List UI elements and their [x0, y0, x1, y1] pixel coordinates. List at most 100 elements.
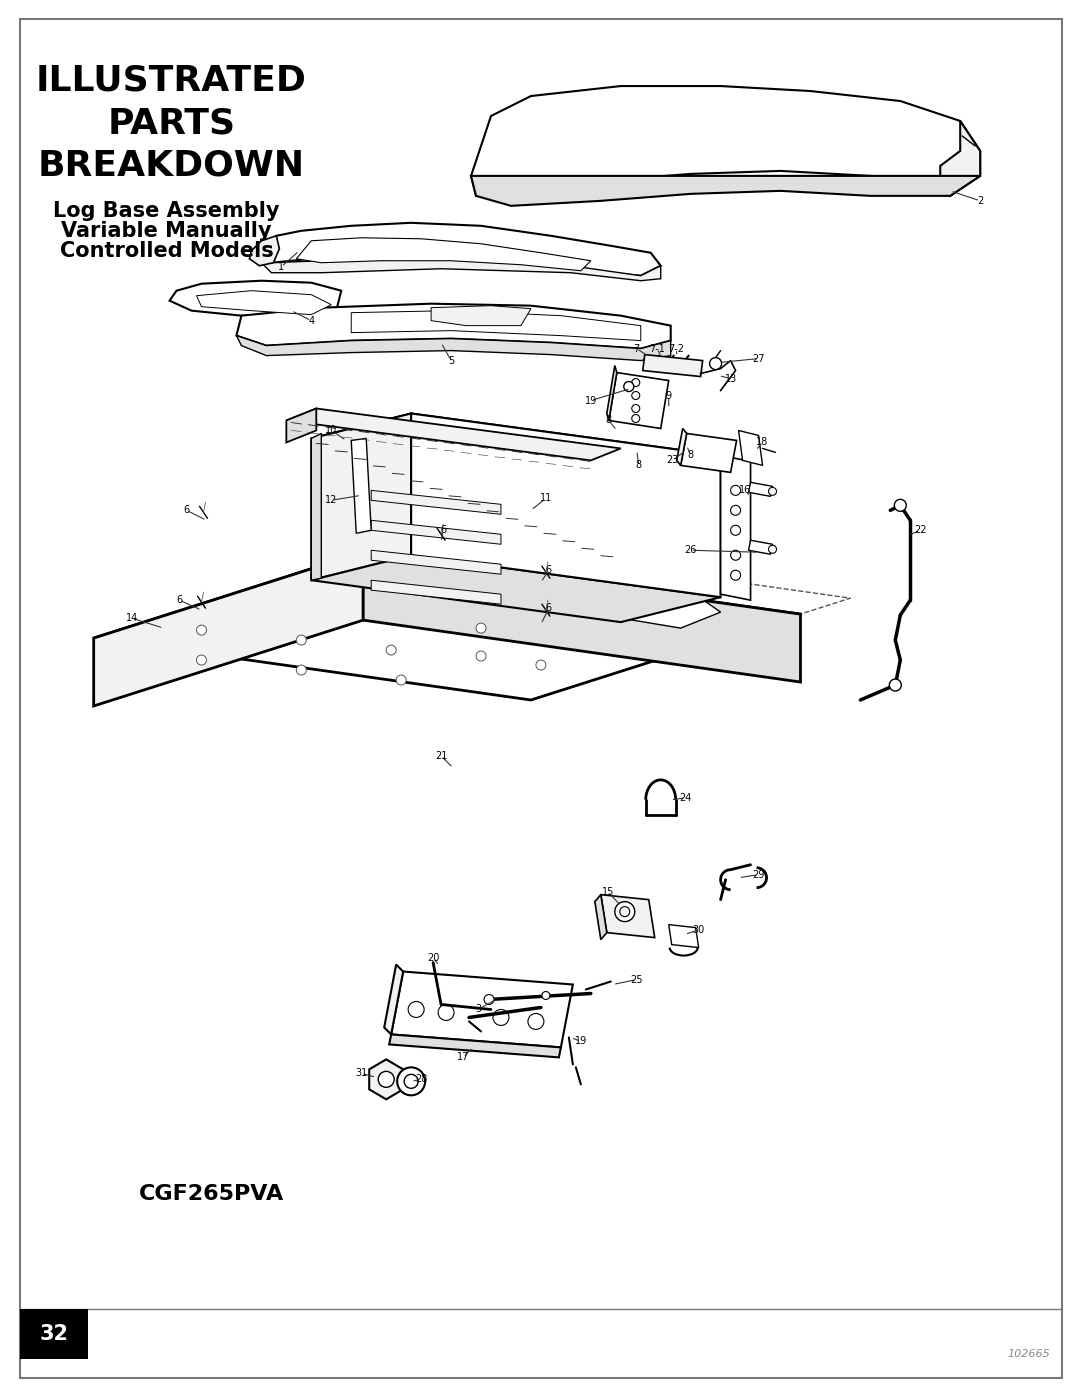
Text: 29: 29 — [753, 870, 765, 880]
Text: BREAKDOWN: BREAKDOWN — [38, 149, 306, 183]
Polygon shape — [311, 555, 720, 622]
Text: Controlled Models: Controlled Models — [59, 240, 273, 261]
Polygon shape — [391, 971, 572, 1048]
Circle shape — [624, 381, 634, 391]
Text: 7: 7 — [634, 344, 639, 353]
Polygon shape — [720, 455, 751, 601]
Circle shape — [542, 992, 550, 999]
Text: 18: 18 — [756, 437, 769, 447]
Polygon shape — [249, 236, 280, 265]
Circle shape — [632, 391, 639, 400]
Text: 19: 19 — [584, 395, 597, 405]
Circle shape — [632, 415, 639, 422]
Circle shape — [396, 675, 406, 685]
Polygon shape — [471, 87, 981, 196]
Circle shape — [387, 645, 396, 655]
Text: 8: 8 — [636, 461, 642, 471]
Polygon shape — [94, 552, 363, 705]
Polygon shape — [680, 433, 737, 472]
Circle shape — [476, 651, 486, 661]
Polygon shape — [748, 482, 772, 496]
Text: 6: 6 — [184, 506, 190, 515]
Polygon shape — [669, 925, 699, 947]
Polygon shape — [94, 552, 800, 700]
Circle shape — [730, 550, 741, 560]
Polygon shape — [607, 366, 617, 420]
Text: 27: 27 — [753, 353, 765, 363]
Text: 8: 8 — [606, 415, 612, 426]
Circle shape — [484, 995, 494, 1004]
Circle shape — [894, 499, 906, 511]
Text: 28: 28 — [415, 1074, 428, 1084]
Text: 26: 26 — [685, 545, 697, 555]
Circle shape — [408, 1002, 424, 1017]
Text: Log Base Assembly: Log Base Assembly — [53, 201, 280, 221]
Polygon shape — [296, 237, 591, 271]
Circle shape — [615, 901, 635, 922]
Text: 10: 10 — [325, 426, 337, 436]
Polygon shape — [311, 414, 720, 481]
Polygon shape — [369, 1059, 403, 1099]
Polygon shape — [261, 249, 661, 281]
Circle shape — [296, 665, 307, 675]
Text: 22: 22 — [914, 525, 927, 535]
Polygon shape — [372, 490, 501, 514]
Text: 4: 4 — [308, 316, 314, 326]
Polygon shape — [384, 964, 403, 1034]
Text: 23: 23 — [666, 455, 679, 465]
Polygon shape — [351, 310, 640, 341]
Circle shape — [378, 1071, 394, 1087]
Text: 25: 25 — [631, 975, 643, 985]
Polygon shape — [643, 355, 703, 377]
Polygon shape — [237, 303, 671, 349]
Text: 30: 30 — [692, 925, 705, 935]
Polygon shape — [739, 430, 762, 465]
Text: 11: 11 — [540, 493, 552, 503]
Circle shape — [397, 1067, 426, 1095]
Circle shape — [769, 488, 777, 496]
Text: 6: 6 — [440, 525, 446, 535]
Polygon shape — [431, 306, 531, 326]
Text: 5: 5 — [448, 356, 455, 366]
Text: 31: 31 — [355, 1069, 367, 1078]
Text: ILLUSTRATED: ILLUSTRATED — [36, 63, 307, 96]
Polygon shape — [677, 429, 687, 465]
Polygon shape — [621, 598, 720, 629]
Circle shape — [296, 636, 307, 645]
Text: 13: 13 — [725, 373, 737, 384]
Polygon shape — [595, 894, 607, 940]
Text: 24: 24 — [679, 793, 692, 803]
Text: 14: 14 — [125, 613, 138, 623]
Polygon shape — [261, 222, 661, 275]
Polygon shape — [941, 122, 981, 196]
Text: 3: 3 — [475, 1004, 481, 1014]
Circle shape — [492, 1010, 509, 1025]
Circle shape — [536, 659, 545, 671]
Polygon shape — [389, 1034, 561, 1058]
Text: 6: 6 — [545, 566, 552, 576]
Polygon shape — [197, 291, 332, 314]
Circle shape — [476, 623, 486, 633]
Circle shape — [620, 907, 630, 916]
Polygon shape — [411, 414, 720, 597]
Circle shape — [404, 1074, 418, 1088]
Text: PARTS: PARTS — [108, 106, 235, 140]
Polygon shape — [311, 433, 321, 580]
Circle shape — [730, 525, 741, 535]
Polygon shape — [600, 894, 654, 937]
Polygon shape — [471, 176, 981, 205]
Circle shape — [528, 1013, 544, 1030]
Text: 102665: 102665 — [1008, 1350, 1050, 1359]
Polygon shape — [286, 408, 621, 461]
Text: 1: 1 — [279, 261, 284, 272]
Text: 15: 15 — [602, 887, 615, 897]
Polygon shape — [363, 552, 800, 682]
Circle shape — [438, 1004, 454, 1020]
Circle shape — [769, 545, 777, 553]
Text: 19: 19 — [575, 1037, 586, 1046]
Text: Variable Manually: Variable Manually — [62, 221, 272, 240]
Text: 8: 8 — [688, 450, 693, 461]
Polygon shape — [609, 373, 669, 429]
Polygon shape — [372, 550, 501, 574]
Text: 2: 2 — [977, 196, 983, 205]
